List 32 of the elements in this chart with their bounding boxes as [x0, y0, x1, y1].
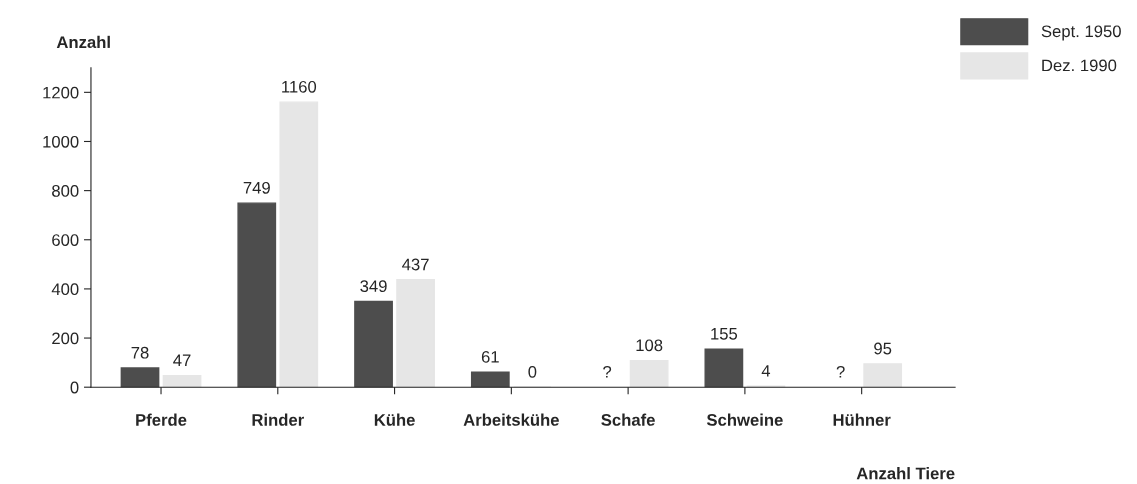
data-label: 47 — [173, 354, 191, 367]
x-axis-title: Anzahl Tiere — [856, 467, 955, 480]
y-tick-label: 1200 — [43, 86, 79, 99]
data-label: 95 — [874, 342, 892, 355]
data-label: 349 — [360, 280, 387, 293]
data-label: 108 — [636, 339, 663, 352]
x-tick-label: Pferde — [136, 413, 187, 426]
data-label: 4 — [761, 365, 771, 377]
x-tick-label: Kühe — [374, 413, 415, 426]
y-tick-label: 0 — [70, 381, 79, 394]
y-tick-label: 200 — [52, 332, 79, 345]
x-tick-label: Schweine — [706, 413, 783, 426]
y-tick-label: 600 — [52, 234, 79, 246]
data-label: 61 — [481, 350, 499, 363]
text: ? — [836, 365, 845, 378]
y-tick-label: 400 — [51, 283, 79, 296]
data-label: 0 — [528, 365, 537, 378]
data-label: 155 — [711, 328, 738, 340]
text: ? — [603, 365, 612, 378]
y-tick-label: 800 — [52, 185, 79, 197]
data-label: 437 — [402, 258, 429, 271]
data-label: 749 — [243, 181, 270, 194]
data-label: 1160 — [282, 80, 317, 93]
y-axis-title: Anzahl — [56, 35, 110, 49]
x-tick-label: Arbeitskühe — [463, 413, 559, 426]
y-tick-label: 1000 — [43, 135, 79, 148]
x-tick-label: Hühner — [833, 413, 891, 426]
data-label: 78 — [131, 346, 149, 359]
legend-label: Sept. 1950 — [1041, 25, 1121, 41]
x-tick-label: Schafe — [601, 413, 655, 426]
x-tick-label: Rinder — [252, 413, 304, 426]
legend-label: Dez. 1990 — [1042, 59, 1117, 72]
